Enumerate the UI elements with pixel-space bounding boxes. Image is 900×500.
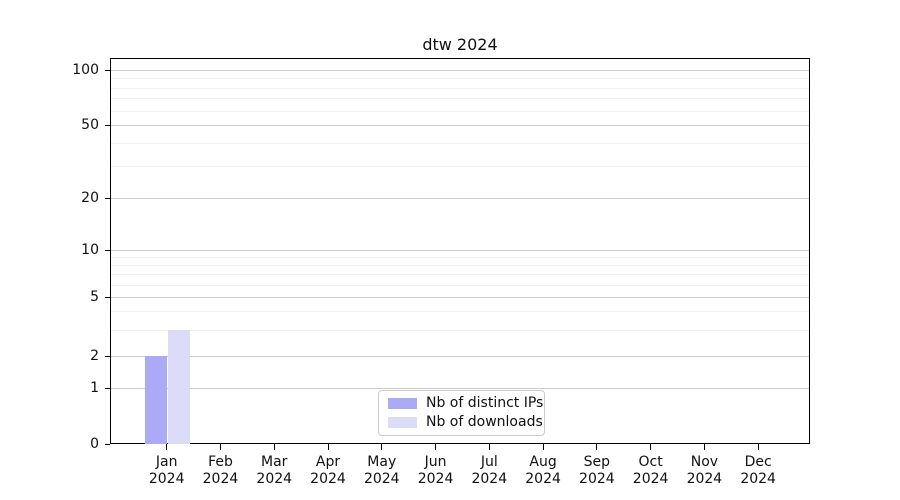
x-tick-label: Aug 2024 xyxy=(525,454,561,487)
x-tick xyxy=(650,444,652,450)
y-gridline-minor xyxy=(111,98,809,100)
legend-swatch-distinct-ips xyxy=(388,398,417,409)
y-tick-label: 1 xyxy=(90,380,99,396)
y-tick xyxy=(105,356,110,357)
y-gridline-major xyxy=(111,356,809,357)
y-gridline-major xyxy=(111,297,809,298)
y-gridline-minor xyxy=(111,142,809,144)
legend: Nb of distinct IPs Nb of downloads xyxy=(378,390,545,436)
bar-distinct-ips xyxy=(145,356,168,444)
y-gridline-minor xyxy=(111,329,809,331)
x-tick xyxy=(327,444,329,450)
x-tick-label: Oct 2024 xyxy=(632,454,669,487)
y-tick xyxy=(105,443,110,445)
x-tick-label: Sep 2024 xyxy=(579,454,615,487)
y-gridline-minor xyxy=(111,311,809,313)
x-tick-label: May 2024 xyxy=(363,454,400,487)
bar-downloads xyxy=(168,329,191,444)
y-tick-label: 20 xyxy=(81,190,99,206)
y-tick xyxy=(105,250,110,251)
y-tick-label: 50 xyxy=(81,117,99,133)
legend-swatch-downloads xyxy=(388,417,417,428)
y-tick xyxy=(105,198,110,199)
y-gridline-minor xyxy=(111,274,809,276)
x-tick xyxy=(542,444,544,450)
chart-title: dtw 2024 xyxy=(422,35,498,54)
legend-item-distinct-ips: Nb of distinct IPs xyxy=(388,396,543,411)
plot-area xyxy=(110,58,810,444)
x-tick xyxy=(273,444,275,450)
legend-item-downloads: Nb of downloads xyxy=(388,415,543,430)
x-tick-label: Feb 2024 xyxy=(202,454,239,487)
y-gridline-major xyxy=(111,198,809,199)
y-gridline-major xyxy=(111,125,809,126)
y-gridline-minor xyxy=(111,110,809,112)
y-tick-label: 5 xyxy=(90,289,99,305)
x-tick xyxy=(757,444,759,450)
legend-label-downloads: Nb of downloads xyxy=(426,414,543,430)
x-tick-label: Nov 2024 xyxy=(686,454,723,487)
y-tick xyxy=(105,125,110,126)
y-tick xyxy=(105,70,110,71)
y-gridline-minor xyxy=(111,78,809,80)
legend-label-distinct-ips: Nb of distinct IPs xyxy=(426,395,544,411)
y-gridline-major xyxy=(111,388,809,389)
x-tick-label: Mar 2024 xyxy=(256,454,293,487)
y-gridline-major xyxy=(111,250,809,251)
x-tick xyxy=(219,444,221,450)
y-tick xyxy=(105,388,110,389)
y-tick-label: 2 xyxy=(90,348,99,364)
y-tick xyxy=(105,297,110,298)
x-tick xyxy=(488,444,490,450)
x-tick xyxy=(166,444,168,450)
y-tick-label: 100 xyxy=(72,62,99,78)
y-gridline-minor xyxy=(111,265,809,267)
x-tick xyxy=(703,444,705,450)
y-gridline-minor xyxy=(111,87,809,89)
x-tick-label: Apr 2024 xyxy=(310,454,346,487)
y-gridline-minor xyxy=(111,257,809,259)
y-gridline-minor xyxy=(111,284,809,286)
x-tick-label: Jul 2024 xyxy=(471,454,508,487)
x-tick xyxy=(435,444,437,450)
x-tick-label: Jan 2024 xyxy=(148,454,185,487)
x-tick xyxy=(381,444,383,450)
y-gridline-minor xyxy=(111,165,809,167)
x-tick-label: Dec 2024 xyxy=(740,454,776,487)
x-tick xyxy=(596,444,598,450)
x-tick-label: Jun 2024 xyxy=(417,454,454,487)
y-tick-label: 0 xyxy=(90,435,99,452)
y-gridline-major xyxy=(111,70,809,71)
y-tick-label: 10 xyxy=(81,242,99,258)
